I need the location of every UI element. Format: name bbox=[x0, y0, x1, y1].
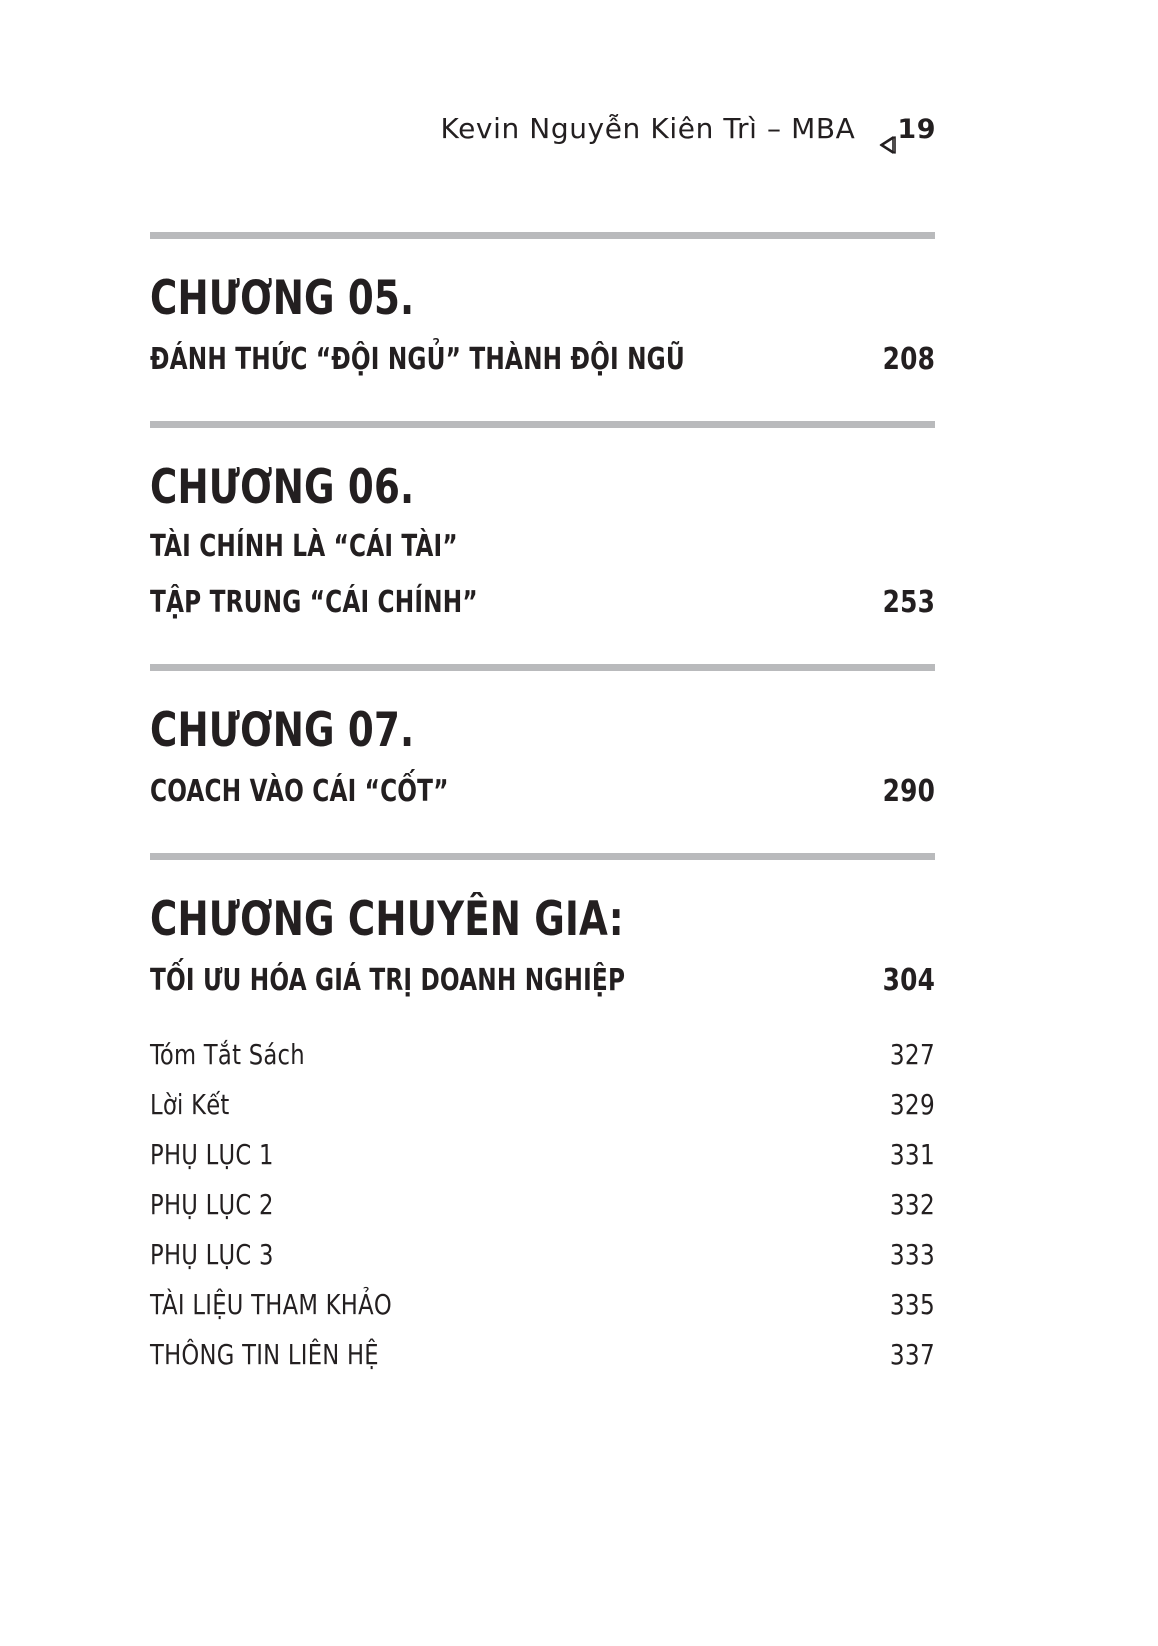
list-item-page-number: 333 bbox=[889, 1237, 935, 1271]
chapter-title: CHƯƠNG 06. bbox=[150, 460, 415, 515]
list-item-label: PHỤ LỤC 1 bbox=[150, 1137, 274, 1171]
chapter-subtitle: TÀI CHÍNH LÀ “CÁI TÀI” bbox=[150, 529, 458, 564]
chapter-title: CHƯƠNG CHUYÊN GIA: bbox=[150, 891, 624, 947]
list-item-page-number: 332 bbox=[889, 1187, 935, 1221]
section-divider bbox=[150, 663, 935, 671]
chapter-subtitle: ĐÁNH THỨC “ĐỘI NGỦ” THÀNH ĐỘI NGŨ bbox=[150, 342, 685, 377]
chapter-page-number: 304 bbox=[882, 962, 935, 998]
list-item[interactable]: PHỤ LỤC 3 333 bbox=[150, 1238, 935, 1288]
chapter-subtitle: TẬP TRUNG “CÁI CHÍNH” bbox=[150, 584, 478, 620]
list-item-page-number: 335 bbox=[889, 1287, 935, 1321]
list-item-label: PHỤ LỤC 2 bbox=[150, 1187, 274, 1221]
list-item[interactable]: Lời Kết 329 bbox=[150, 1088, 935, 1138]
chapter-subtitle-row: COACH VÀO CÁI “CỐT” 290 bbox=[150, 774, 935, 809]
header-author-name: Kevin Nguyễn Kiên Trì – MBA bbox=[440, 112, 856, 145]
chapter-subtitle-row: TỐI ƯU HÓA GIÁ TRỊ DOANH NGHIỆP 304 bbox=[150, 963, 935, 998]
list-item[interactable]: Tóm Tắt Sách 327 bbox=[150, 1038, 935, 1088]
list-item-page-number: 327 bbox=[889, 1037, 935, 1071]
toc-chapter-entry[interactable]: CHƯƠNG 07. COACH VÀO CÁI “CỐT” 290 bbox=[150, 663, 935, 853]
back-matter-list: Tóm Tắt Sách 327 Lời Kết 329 PHỤ LỤC 1 3… bbox=[150, 1038, 935, 1388]
section-divider bbox=[150, 421, 935, 428]
toc-chapter-entry[interactable]: CHƯƠNG 05. ĐÁNH THỨC “ĐỘI NGỦ” THÀNH ĐỘI… bbox=[150, 232, 935, 421]
header-page-number: 19 bbox=[897, 114, 936, 145]
chapter-subtitle-row: ĐÁNH THỨC “ĐỘI NGỦ” THÀNH ĐỘI NGŨ 208 bbox=[150, 342, 935, 377]
list-item-label: TÀI LIỆU THAM KHẢO bbox=[150, 1287, 392, 1321]
list-item-page-number: 329 bbox=[889, 1087, 935, 1121]
toc-chapter-entry[interactable]: CHƯƠNG 06. TÀI CHÍNH LÀ “CÁI TÀI” TẬP TR… bbox=[150, 421, 935, 664]
chapter-subtitle: TỐI ƯU HÓA GIÁ TRỊ DOANH NGHIỆP bbox=[150, 962, 626, 998]
list-item-page-number: 337 bbox=[889, 1337, 935, 1371]
chapter-page-number: 253 bbox=[882, 584, 935, 620]
chapter-subtitle-row: TÀI CHÍNH LÀ “CÁI TÀI” bbox=[150, 531, 935, 563]
list-item-label: Tóm Tắt Sách bbox=[150, 1037, 305, 1071]
list-item-label: Lời Kết bbox=[150, 1087, 230, 1121]
chapter-page-number: 290 bbox=[882, 773, 935, 809]
chapter-subtitle-row: TẬP TRUNG “CÁI CHÍNH” 253 bbox=[150, 585, 935, 620]
toc-chapter-entry[interactable]: CHƯƠNG CHUYÊN GIA: TỐI ƯU HÓA GIÁ TRỊ DO… bbox=[150, 852, 935, 998]
chapter-title: CHƯƠNG 05. bbox=[150, 271, 415, 326]
list-item-label: PHỤ LỤC 3 bbox=[150, 1237, 274, 1271]
section-divider bbox=[150, 852, 935, 860]
list-item[interactable]: PHỤ LỤC 2 332 bbox=[150, 1188, 935, 1238]
list-item[interactable]: PHỤ LỤC 1 331 bbox=[150, 1138, 935, 1188]
chapter-title: CHƯƠNG 07. bbox=[150, 702, 415, 758]
list-item-page-number: 331 bbox=[889, 1137, 935, 1171]
list-item-label: THÔNG TIN LIÊN HỆ bbox=[150, 1337, 379, 1371]
running-header: Kevin Nguyễn Kiên Trì – MBA 19 bbox=[150, 112, 936, 154]
list-item[interactable]: THÔNG TIN LIÊN HỆ 337 bbox=[150, 1338, 935, 1388]
table-of-contents: CHƯƠNG 05. ĐÁNH THỨC “ĐỘI NGỦ” THÀNH ĐỘI… bbox=[150, 232, 935, 1388]
list-item[interactable]: TÀI LIỆU THAM KHẢO 335 bbox=[150, 1288, 935, 1338]
chapter-subtitle: COACH VÀO CÁI “CỐT” bbox=[150, 773, 449, 809]
section-divider bbox=[150, 232, 935, 239]
chapter-page-number: 208 bbox=[882, 342, 935, 377]
